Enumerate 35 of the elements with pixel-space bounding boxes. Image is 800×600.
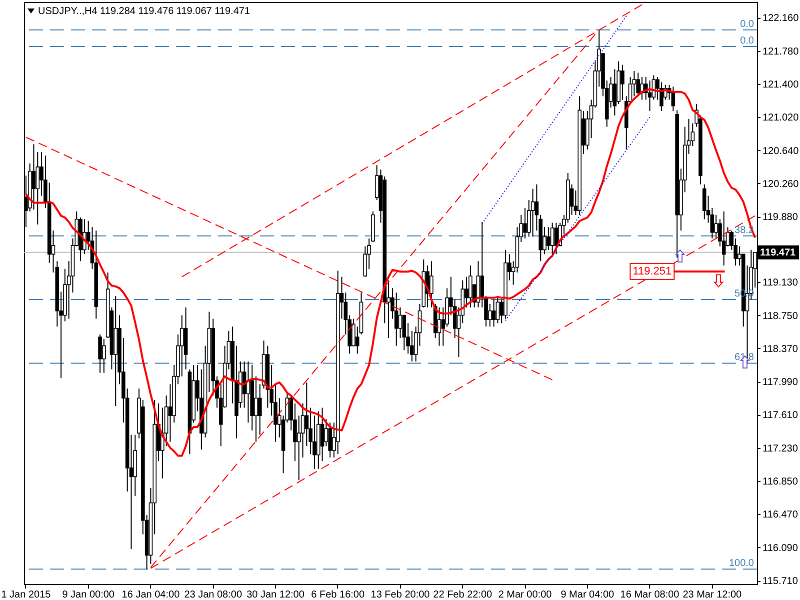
y-tick-label: 120.260 xyxy=(762,178,800,190)
x-tick-label: 2 Mar 00:00 xyxy=(498,590,552,600)
y-tick-label: 121.020 xyxy=(762,112,800,124)
x-tick-label: 22 Feb 22:00 xyxy=(433,590,493,600)
y-tick-label: 117.990 xyxy=(762,377,798,388)
x-tick-label: 23 Mar 12:00 xyxy=(682,590,742,600)
ref-line-label: 119.471 xyxy=(760,247,796,258)
x-tick-label: 6 Feb 16:00 xyxy=(311,590,365,600)
x-tick-label: 9 Mar 04:00 xyxy=(560,590,615,600)
y-tick-label: 116.850 xyxy=(762,476,798,488)
x-tick-label: 16 Jan 04:00 xyxy=(122,590,180,600)
y-tick-label: 116.090 xyxy=(762,542,798,554)
chart-title: USDJPY..,H4 119.284 119.476 119.067 119.471 xyxy=(38,6,250,17)
x-tick-label: 30 Jan 12:00 xyxy=(246,590,305,600)
y-tick-label: 119.130 xyxy=(762,278,798,289)
annotation: 0.0 xyxy=(740,18,754,30)
annotation: 100.0 xyxy=(728,558,754,570)
y-tick-label: 115.710 xyxy=(762,576,798,588)
x-tick-label: 23 Jan 08:00 xyxy=(184,590,242,600)
annotation: 119.251 xyxy=(632,266,672,278)
y-tick-label: 121.780 xyxy=(762,46,800,58)
x-tick-label: 9 Jan 00:00 xyxy=(62,590,115,600)
y-tick-label: 117.230 xyxy=(762,443,798,454)
x-tick-label: 16 Mar 08:00 xyxy=(620,590,680,600)
y-tick-label: 117.610 xyxy=(762,410,798,422)
annotation: 0.0 xyxy=(740,36,754,46)
y-tick-label: 121.400 xyxy=(762,80,800,91)
y-tick-label: 119.880 xyxy=(762,212,798,224)
y-tick-label: 120.640 xyxy=(762,146,800,157)
y-tick-label: 118.370 xyxy=(762,344,798,355)
y-tick-label: 122.160 xyxy=(762,13,800,24)
y-tick-label: 116.470 xyxy=(762,510,798,521)
y-tick-label: 118.750 xyxy=(762,310,798,322)
x-tick-label: 1 Jan 2015 xyxy=(1,590,52,600)
x-tick-label: 13 Feb 20:00 xyxy=(370,590,430,600)
